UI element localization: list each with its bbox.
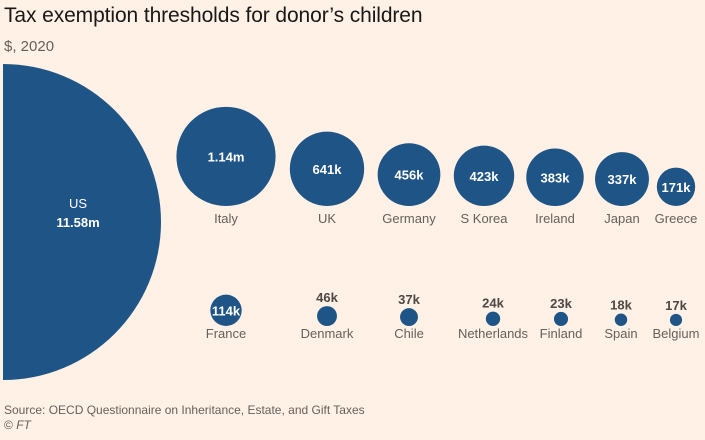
value-label-chile: 37k — [398, 292, 420, 307]
country-label-spain: Spain — [604, 326, 637, 341]
value-label-netherlands: 24k — [482, 296, 504, 311]
country-label-italy: Italy — [214, 211, 238, 226]
country-label-germany: Germany — [382, 211, 436, 226]
bubbles-layer: US 11.58m 1.14m Italy 641k UK 456k Germany 423k S… — [0, 64, 700, 380]
value-label-germany: 456k — [395, 168, 425, 183]
value-label-denmark: 46k — [316, 290, 338, 305]
country-label-japan: Japan — [604, 211, 639, 226]
bubble-greece[interactable] — [656, 167, 696, 206]
country-label-ireland: Ireland — [535, 211, 575, 226]
country-label-us: US — [69, 196, 87, 211]
bubble-germany[interactable] — [377, 143, 441, 206]
source-note: Source: OECD Questionnaire on Inheritanc… — [4, 403, 365, 417]
bubble-france[interactable] — [210, 294, 242, 326]
value-label-s-korea: 423k — [470, 169, 500, 184]
bubble-s-korea[interactable] — [453, 145, 515, 207]
bubble-italy[interactable] — [176, 106, 276, 206]
bubble-belgium[interactable] — [669, 313, 683, 326]
bubble-spain[interactable] — [614, 313, 628, 326]
value-label-belgium: 17k — [665, 298, 687, 313]
value-label-ireland: 383k — [541, 170, 571, 185]
value-label-japan: 337k — [608, 172, 638, 187]
country-label-uk: UK — [318, 211, 336, 226]
chart-title: Tax exemption thresholds for donor’s chi… — [4, 4, 423, 27]
country-label-belgium: Belgium — [653, 326, 700, 341]
copyright-symbol: © — [4, 418, 13, 432]
bubble-denmark[interactable] — [317, 306, 337, 326]
bubble-chile[interactable] — [400, 308, 418, 327]
chart-subtitle: $, 2020 — [4, 38, 55, 55]
value-label-greece: 171k — [662, 180, 692, 195]
bubble-netherlands[interactable] — [485, 311, 501, 327]
value-label-spain: 18k — [610, 298, 632, 313]
country-label-s-korea: S Korea — [461, 211, 509, 226]
value-label-france: 114k — [212, 303, 241, 318]
value-label-us: 11.58m — [56, 215, 99, 230]
value-label-italy: 1.14m — [208, 149, 245, 164]
bubble-ireland[interactable] — [526, 148, 584, 206]
value-label-finland: 23k — [550, 296, 572, 311]
bubble-uk[interactable] — [289, 131, 365, 206]
country-label-netherlands: Netherlands — [458, 326, 529, 341]
copyright-note: © FT — [4, 418, 31, 432]
country-label-greece: Greece — [655, 211, 698, 226]
country-label-denmark: Denmark — [301, 326, 354, 341]
copyright-brand: FT — [16, 418, 31, 432]
bubble-us[interactable] — [0, 64, 161, 380]
bubble-japan[interactable] — [595, 152, 649, 206]
bubble-finland[interactable] — [553, 311, 569, 326]
country-label-finland: Finland — [540, 326, 583, 341]
country-label-chile: Chile — [394, 326, 424, 341]
value-label-uk: 641k — [313, 162, 343, 177]
country-label-france: France — [206, 326, 246, 341]
